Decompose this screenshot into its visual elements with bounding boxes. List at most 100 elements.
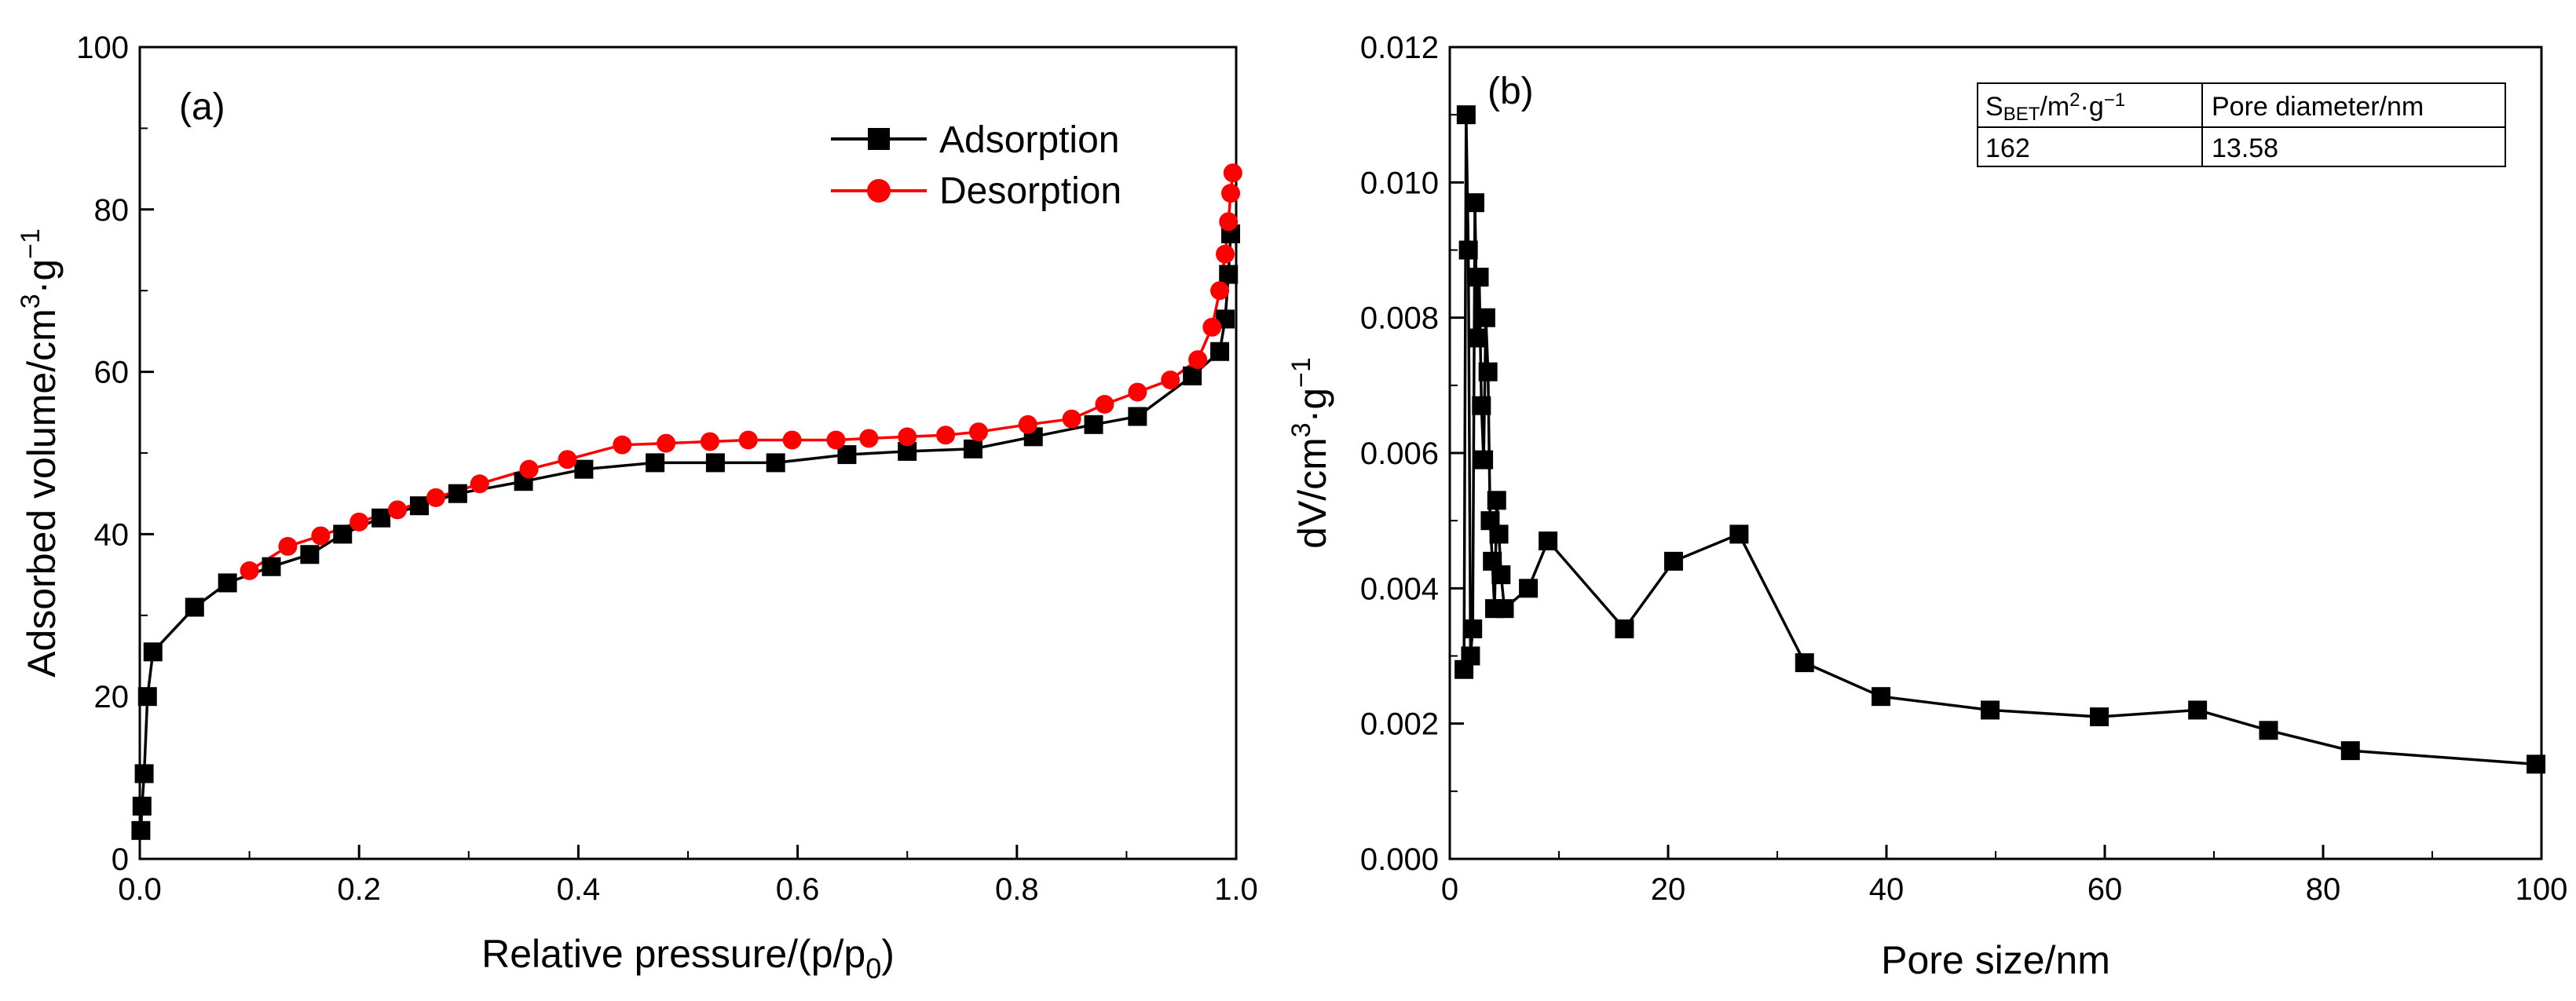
x-tick-label: 60 [2088, 872, 2123, 907]
y-tick-label: 80 [94, 193, 130, 228]
data-point-desorption [519, 459, 539, 479]
x-tick-label: 0.4 [557, 872, 601, 907]
data-point-dv [1458, 240, 1478, 260]
y-tick-label: 0.002 [1360, 707, 1439, 742]
data-point-desorption [859, 429, 879, 448]
y-tick-label: 0.004 [1360, 572, 1439, 606]
data-point-desorption [278, 536, 298, 556]
data-point-dv [1467, 328, 1487, 348]
legend-desorption-label: Desorption [939, 170, 1122, 212]
x-tick-label: 0.8 [995, 872, 1039, 907]
panel-b-label: (b) [1487, 71, 1534, 112]
data-point-desorption [936, 426, 956, 445]
data-point-adsorption [143, 642, 163, 662]
x-tick-label: 40 [1869, 872, 1905, 907]
data-point-dv [1487, 491, 1506, 510]
data-point-adsorption [333, 524, 353, 544]
data-point-desorption [1018, 415, 1037, 434]
data-point-adsorption [185, 597, 204, 617]
data-point-desorption [470, 474, 489, 494]
panel-a-y-axis-title: Adsorbed volume/cm3·g−1 [16, 228, 64, 678]
data-point-desorption [657, 433, 676, 453]
data-point-adsorption [218, 573, 237, 593]
data-point-adsorption [1183, 366, 1202, 385]
data-point-desorption [968, 422, 988, 442]
panel-b-pore-size-distribution: 0 20 40 60 80 100 0.000 0.002 0.004 0.006 0.008 0.0… [1286, 31, 2567, 982]
panel-b-tick-labels: 0 20 40 60 80 100 0.000 0.002 0.004 0.006 0.008 0.0… [1360, 31, 2567, 907]
panel-a-legend: Adsorption Desorption [831, 119, 1122, 212]
panel-a-series-markers [131, 163, 1242, 840]
data-point-adsorption [837, 445, 857, 465]
data-point-desorption [1202, 317, 1222, 337]
data-point-desorption [738, 430, 758, 450]
data-point-desorption [1223, 163, 1242, 183]
y-tick-label: 20 [94, 680, 130, 714]
panel-a-ticks [138, 46, 1238, 860]
data-point-adsorption [705, 453, 725, 473]
data-point-desorption [782, 430, 802, 450]
panel-a-plot-frame [138, 46, 1238, 860]
data-point-dv [1465, 193, 1484, 213]
data-point-dv [1461, 646, 1480, 666]
y-tick-label: 40 [94, 517, 130, 552]
data-point-dv [1478, 362, 1498, 382]
data-point-dv [1729, 524, 1749, 544]
legend-desorption-marker [867, 179, 891, 203]
data-point-adsorption [409, 496, 429, 516]
x-tick-label: 0.6 [776, 872, 820, 907]
panel-a-tick-labels: 0.0 0.2 0.4 0.6 0.8 1.0 0 20 40 60 80 100 [76, 31, 1258, 907]
panel-a-x-axis-title: Relative pressure/(p/p0) [481, 932, 895, 985]
data-point-adsorption [1128, 407, 1147, 426]
data-point-adsorption [371, 508, 391, 528]
data-point-desorption [558, 450, 577, 469]
data-point-dv [1795, 653, 1814, 673]
panel-b-ticks [1448, 46, 2543, 860]
data-point-desorption [1095, 394, 1114, 414]
data-point-dv [1489, 524, 1509, 544]
data-point-dv [1519, 579, 1539, 598]
data-point-dv [1472, 396, 1491, 415]
x-tick-label: 0 [1441, 872, 1458, 907]
data-point-adsorption [300, 545, 320, 564]
panel-a-series-lines [139, 173, 1235, 831]
series-line-dv [1462, 115, 2537, 766]
y-tick-label: 0 [112, 842, 129, 877]
x-tick-label: 80 [2306, 872, 2341, 907]
data-point-dv [2188, 700, 2208, 720]
panel-b-plot-frame [1448, 46, 2543, 860]
x-tick-label: 0.2 [337, 872, 381, 907]
data-point-dv [2527, 754, 2546, 774]
data-point-adsorption [137, 687, 157, 707]
x-tick-label: 0.0 [118, 872, 162, 907]
data-point-adsorption [131, 820, 151, 840]
panel-a-label: (a) [179, 86, 225, 128]
data-point-adsorption [448, 484, 467, 503]
data-point-dv [1476, 308, 1495, 327]
data-point-dv [1872, 687, 1891, 707]
data-point-desorption [240, 561, 259, 580]
inset-table-header-sbet: SBET/m2·g−1 [1985, 90, 2125, 125]
data-point-adsorption [262, 557, 281, 576]
inset-table-border [1977, 82, 2506, 167]
data-point-dv [1491, 565, 1511, 585]
data-point-desorption [311, 526, 331, 546]
data-point-dv [1469, 267, 1489, 287]
data-point-dv [1663, 551, 1683, 571]
data-point-desorption [1210, 281, 1230, 301]
data-point-desorption [426, 488, 445, 507]
data-point-dv [1615, 619, 1634, 639]
data-point-desorption [1062, 409, 1081, 429]
data-point-dv [2340, 741, 2360, 761]
y-tick-label: 0.000 [1360, 842, 1439, 877]
data-point-adsorption [134, 764, 154, 784]
y-tick-label: 0.008 [1360, 301, 1439, 336]
data-point-dv [1539, 532, 1558, 551]
panel-b-series-markers [1454, 105, 2546, 774]
panel-b-inset-table: SBET/m2·g−1 Pore diameter/nm 162 13.58 [1977, 82, 2506, 167]
panel-a-adsorption-isotherm: 0.0 0.2 0.4 0.6 0.8 1.0 0 20 40 60 80 100 (a) Adsor… [16, 31, 1258, 985]
data-point-adsorption [574, 459, 594, 479]
data-point-dv [1495, 599, 1514, 619]
data-point-dv [1456, 105, 1476, 125]
data-point-desorption [613, 435, 632, 455]
